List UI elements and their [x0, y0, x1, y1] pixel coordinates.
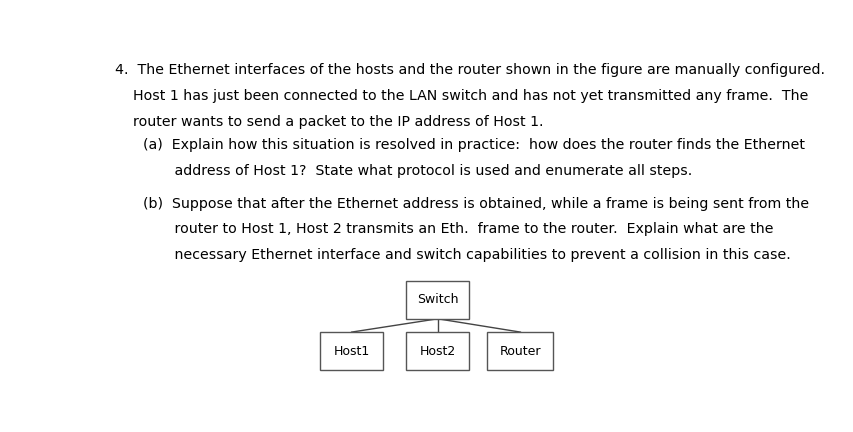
Text: router wants to send a packet to the IP address of Host 1.: router wants to send a packet to the IP … [114, 115, 543, 129]
Text: Host2: Host2 [419, 345, 456, 358]
Text: 4.  The Ethernet interfaces of the hosts and the router shown in the figure are : 4. The Ethernet interfaces of the hosts … [114, 64, 824, 77]
Text: address of Host 1?  State what protocol is used and enumerate all steps.: address of Host 1? State what protocol i… [143, 164, 692, 178]
Text: necessary Ethernet interface and switch capabilities to prevent a collision in t: necessary Ethernet interface and switch … [143, 248, 790, 262]
FancyBboxPatch shape [406, 280, 468, 319]
FancyBboxPatch shape [320, 332, 383, 370]
Text: (a)  Explain how this situation is resolved in practice:  how does the router fi: (a) Explain how this situation is resolv… [143, 138, 804, 152]
Text: Host1: Host1 [334, 345, 369, 358]
Text: Switch: Switch [416, 293, 458, 306]
Text: router to Host 1, Host 2 transmits an Eth.  frame to the router.  Explain what a: router to Host 1, Host 2 transmits an Et… [143, 222, 773, 236]
Text: (b)  Suppose that after the Ethernet address is obtained, while a frame is being: (b) Suppose that after the Ethernet addr… [143, 197, 809, 210]
Text: Router: Router [499, 345, 541, 358]
FancyBboxPatch shape [406, 332, 468, 370]
FancyBboxPatch shape [487, 332, 553, 370]
Text: Host 1 has just been connected to the LAN switch and has not yet transmitted any: Host 1 has just been connected to the LA… [114, 89, 807, 103]
